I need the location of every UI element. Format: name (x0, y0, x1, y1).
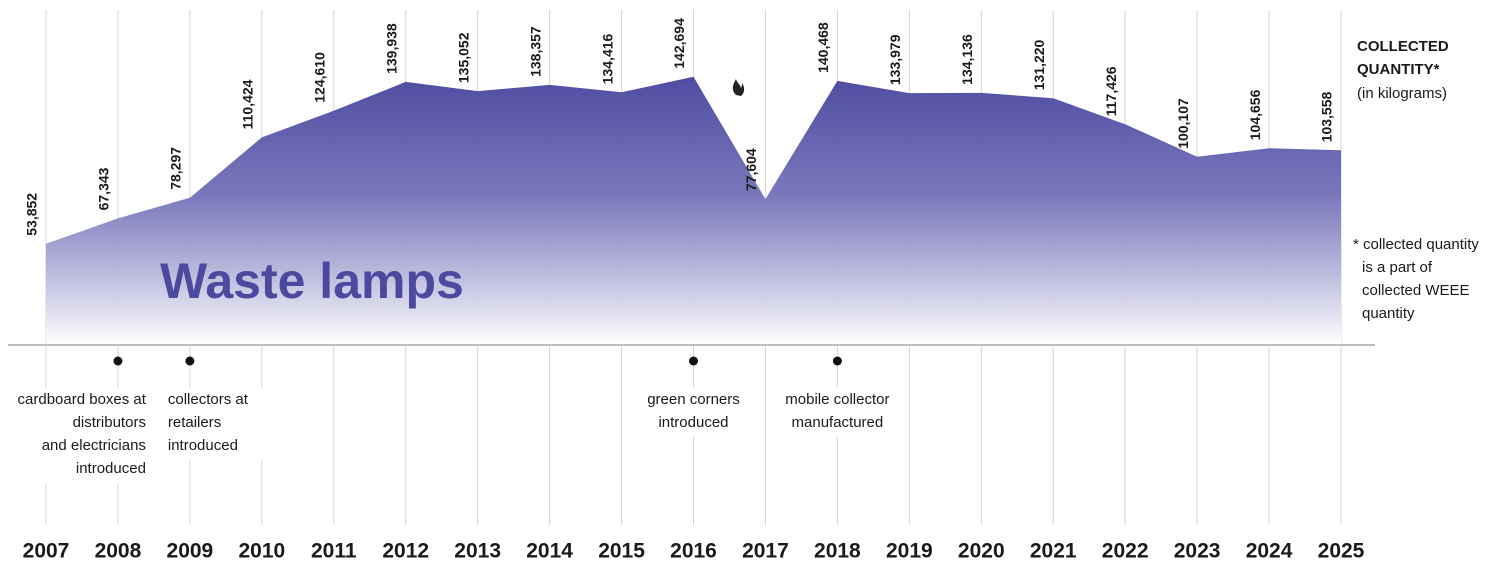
x-tick-label: 2012 (382, 540, 429, 563)
x-tick-label: 2021 (1030, 540, 1077, 563)
legend-title: COLLECTED QUANTITY* (1357, 38, 1449, 78)
x-tick-label: 2019 (886, 540, 933, 563)
value-label: 131,220 (1031, 39, 1047, 90)
area (46, 76, 1341, 345)
chart-title: Waste lamps (160, 253, 464, 309)
value-label: 53,852 (24, 193, 40, 236)
x-tick-label: 2015 (598, 540, 645, 563)
value-label: 77,604 (743, 148, 759, 191)
annotation: introduced (658, 414, 728, 431)
x-tick-label: 2022 (1102, 540, 1149, 563)
event-dot (689, 356, 698, 366)
annotation: retailers (168, 414, 221, 431)
annotation-bg (10, 387, 150, 483)
value-label: 139,938 (383, 23, 399, 74)
annotation: cardboard boxes at (18, 391, 147, 408)
annotation: mobile collector (785, 391, 889, 408)
value-label: 104,656 (1247, 89, 1263, 140)
footnote: is a part of (1362, 259, 1433, 276)
annotation-bg (163, 387, 267, 460)
annotation-bg (642, 387, 745, 437)
annotation: manufactured (792, 414, 884, 431)
annotation: green corners (647, 391, 740, 408)
annotation-bg (774, 387, 900, 437)
value-label: 135,052 (455, 32, 471, 83)
x-tick-label: 2007 (23, 540, 70, 563)
overlay: * collected quantity is a part of collecte… (10, 18, 1479, 563)
value-label: 134,416 (599, 33, 615, 84)
x-tick-label: 2016 (670, 540, 717, 563)
x-tick-label: 2023 (1174, 540, 1221, 563)
annotation: introduced (76, 460, 146, 477)
value-label: 67,343 (96, 167, 112, 210)
x-tick-label: 2018 (814, 540, 861, 563)
annotation: collectors at (168, 391, 249, 408)
footnote: collected WEEE (1362, 282, 1470, 299)
footnote: * collected quantity (1353, 236, 1479, 253)
x-tick-label: 2020 (958, 540, 1005, 563)
x-tick-label: 2024 (1246, 540, 1293, 563)
annotation: and electricians (42, 437, 146, 454)
event-dot (185, 356, 195, 366)
x-tick-label: 2013 (454, 540, 501, 563)
x-tick-label: 2017 (742, 540, 789, 563)
flame-icon (732, 79, 745, 96)
value-label: 124,610 (311, 52, 327, 103)
x-tick-label: 2025 (1318, 540, 1365, 563)
event-dot (832, 356, 842, 366)
value-label: 142,694 (671, 18, 687, 69)
value-label: 134,136 (959, 34, 975, 85)
value-label: 117,426 (1103, 66, 1119, 116)
value-label: 78,297 (168, 147, 184, 190)
value-label: 138,357 (527, 26, 543, 77)
x-tick-label: 2009 (167, 540, 214, 563)
value-label: 100,107 (1175, 98, 1191, 149)
x-tick-label: 2008 (95, 540, 142, 563)
x-tick-label: 2011 (311, 540, 357, 563)
annotation: introduced (168, 437, 238, 454)
unit-label: (in kilograms) (1357, 85, 1447, 102)
footnote: quantity (1362, 305, 1415, 322)
value-label: 103,558 (1319, 91, 1335, 142)
x-tick-label: 2014 (526, 540, 573, 563)
value-label: 140,468 (815, 22, 831, 73)
area-layer (46, 76, 1341, 345)
annotation: distributors (73, 414, 146, 431)
value-label: 133,979 (887, 34, 903, 85)
x-tick-label: 2010 (238, 540, 285, 563)
event-dot (113, 356, 123, 366)
value-label: 110,424 (240, 79, 256, 129)
